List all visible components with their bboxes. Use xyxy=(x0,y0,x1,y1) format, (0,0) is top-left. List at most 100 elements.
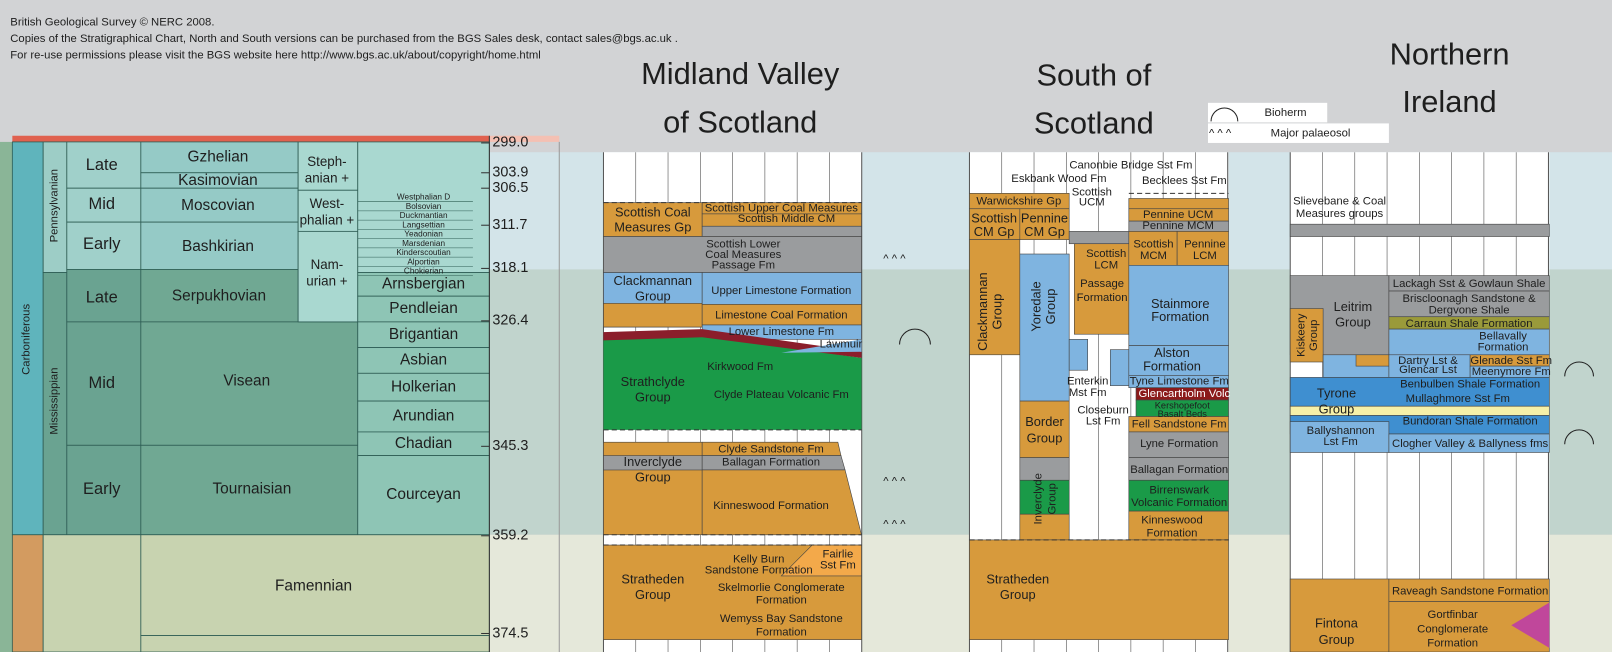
unit-label: Group xyxy=(1043,289,1058,325)
unit xyxy=(1289,223,1550,237)
unit-label: Lower Limestone Fm xyxy=(729,326,834,338)
substage-label: Marsdenian xyxy=(402,239,445,248)
palaeosol-symbol: ^ ^ ^ xyxy=(883,518,906,530)
unit xyxy=(1128,265,1229,346)
unit-label: Lyne Formation xyxy=(1140,438,1218,450)
region-title: of Scotland xyxy=(663,105,817,140)
stage-label: Visean xyxy=(223,373,270,390)
unit-label: Glencar Lst xyxy=(1399,364,1458,376)
age-label: 359.2 xyxy=(492,528,528,544)
unit-label: Gortfinbar xyxy=(1428,609,1478,621)
stage-label: Bashkirian xyxy=(182,238,254,255)
unit-label: Glencartholm Volc xyxy=(1138,388,1230,400)
unit-label: Pennine UCM xyxy=(1143,209,1213,221)
series-cell xyxy=(66,444,142,536)
unit-label: Slievebane & Coal xyxy=(1293,196,1386,208)
unit-label: Group xyxy=(990,294,1005,330)
unit-label: CM Gp xyxy=(1024,224,1065,239)
stage-label: Serpukhovian xyxy=(172,287,266,304)
unit-label: Passage xyxy=(1080,278,1124,290)
stage-cell xyxy=(140,321,359,446)
unit-label: Lackagh Sst & Gowlaun Shale xyxy=(1393,278,1546,290)
series-cell xyxy=(66,141,142,189)
unit-label: Dartry Lst & xyxy=(1398,355,1458,367)
unit-label: Raveagh Sandstone Formation xyxy=(1392,585,1548,597)
era-strip xyxy=(0,141,13,652)
unit xyxy=(1289,377,1550,407)
regional-label: Courceyan xyxy=(386,486,461,503)
unit xyxy=(603,303,703,328)
age-label: 303.9 xyxy=(492,165,528,181)
unit-label: Clackmannan xyxy=(614,273,693,288)
unit-label: Benbulben Shale Formation xyxy=(1400,379,1540,391)
regional-label: urian + xyxy=(306,273,347,288)
legend-label: Major palaeosol xyxy=(1271,128,1351,140)
unit-label: Mst Fm xyxy=(1069,387,1107,399)
legend-box xyxy=(1207,123,1389,143)
unit xyxy=(1019,479,1070,515)
unit-label: Kiskeery xyxy=(1296,313,1308,357)
unit xyxy=(1019,400,1070,458)
unit-label: Group xyxy=(635,289,671,304)
stage-cell xyxy=(140,221,299,270)
unit xyxy=(1289,421,1390,453)
unit-label: Canonbie Bridge Sst Fm xyxy=(1069,160,1192,172)
unit-label: Tyne Limestone Fm xyxy=(1130,376,1229,388)
unit xyxy=(1128,345,1229,376)
unit-label: Formation xyxy=(1143,359,1201,374)
unit-label: Skelmorlie Conglomerate xyxy=(718,582,845,594)
series-label: Mid xyxy=(89,374,115,392)
stage-label: Moscovian xyxy=(181,197,255,214)
unit-label: Sst Fm xyxy=(820,560,856,572)
age-label: 306.5 xyxy=(492,180,528,196)
unit-label: Warwickshire Gp xyxy=(976,196,1061,208)
unit-label: Conglomerate xyxy=(1417,623,1488,635)
unit-label: Formation xyxy=(1151,309,1209,324)
unit-label: Border xyxy=(1025,414,1064,429)
unit-label: Glenade Sst Fm xyxy=(1470,355,1552,367)
unit xyxy=(1068,339,1088,371)
unit xyxy=(1074,243,1130,335)
regional-label: Arundian xyxy=(393,408,455,425)
conglomerate-wedge xyxy=(1511,602,1550,648)
unit xyxy=(969,239,1021,356)
unit xyxy=(1128,510,1229,541)
red-band xyxy=(603,329,862,358)
unit-label: Scottish Lower xyxy=(706,239,780,251)
regional-label: anian + xyxy=(305,170,349,185)
subsystem-label: Pennsylvanian xyxy=(48,169,60,242)
unit-label: Formation xyxy=(1478,342,1529,354)
unit xyxy=(969,539,1229,640)
unit xyxy=(1019,457,1070,481)
unit-label: Mullaghmore Sst Fm xyxy=(1406,393,1510,405)
age-label: 326.4 xyxy=(492,313,528,329)
unit-label: Fell Sandstone Fm xyxy=(1132,419,1227,431)
bioherm-symbol xyxy=(1210,107,1239,122)
substage-label: Duckmantian xyxy=(400,211,448,220)
unit-label: Strathclyde xyxy=(621,374,685,389)
boundary xyxy=(969,192,1229,541)
region-title: Scotland xyxy=(1034,106,1154,141)
unit xyxy=(603,202,703,237)
unit-label: Group xyxy=(635,587,671,602)
regional-label: Pendleian xyxy=(389,300,458,317)
unit-label: Enterkin xyxy=(1067,376,1108,388)
unit-label: Kelly Burn xyxy=(733,553,784,565)
unit-label: Clyde Plateau Volcanic Fm xyxy=(714,389,849,401)
unit xyxy=(1388,290,1550,318)
unit-label: Group xyxy=(635,389,671,404)
substage-label: Langsettian xyxy=(402,220,445,229)
unit xyxy=(701,225,862,237)
unit-label: Group xyxy=(1319,402,1355,417)
unit-label: Stainmore xyxy=(1151,296,1210,311)
credit: For re-use permissions please visit the … xyxy=(10,50,540,62)
unit xyxy=(1109,349,1130,386)
unit-label: Ballyshannon xyxy=(1307,425,1375,437)
substage-label: Bolsovian xyxy=(406,202,442,211)
regional-label: Chadian xyxy=(395,435,452,452)
substage-label: Yeadonian xyxy=(404,230,443,239)
palaeosol-symbol: ^ ^ ^ xyxy=(883,253,906,265)
region-title: Northern xyxy=(1390,37,1510,72)
unit-label: Ballagan Formation xyxy=(1130,464,1228,476)
